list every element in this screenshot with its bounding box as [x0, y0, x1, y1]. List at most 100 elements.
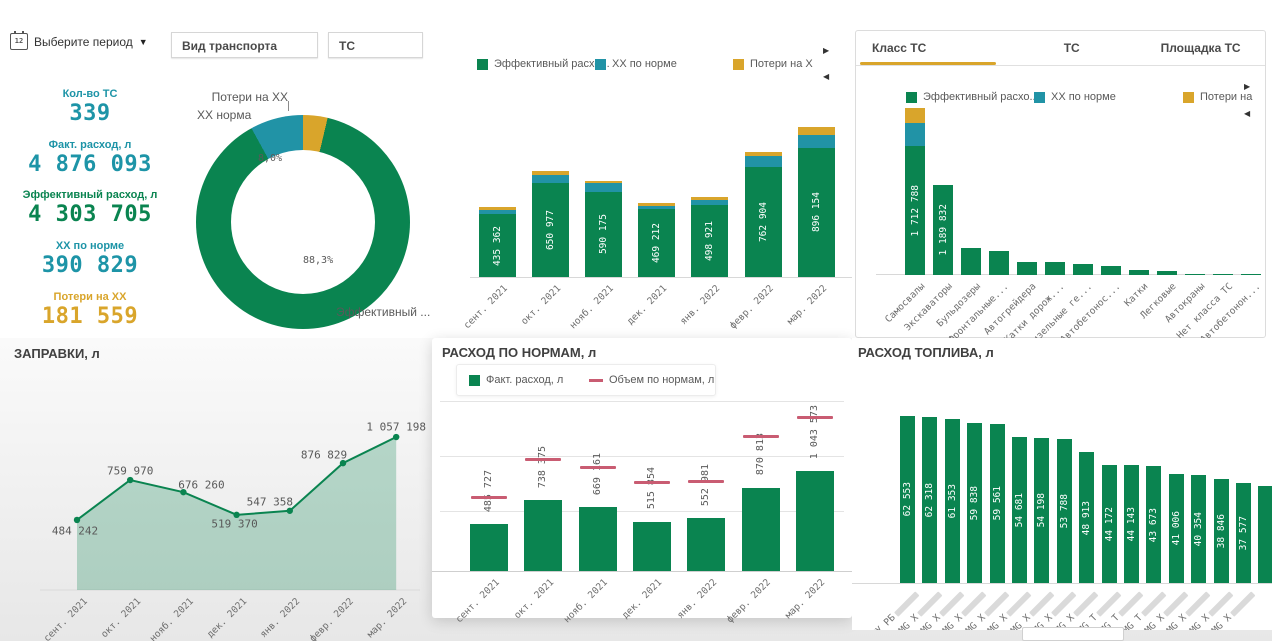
bar-segment-fact[interactable] — [687, 518, 726, 571]
bar-fuel[interactable]: 37 577 — [1236, 482, 1251, 583]
bar-segment[interactable]: 44 172 — [1101, 465, 1117, 583]
tab-ts[interactable]: ТС — [1063, 41, 1080, 55]
bar-fact[interactable] — [470, 524, 508, 571]
bar-segment-effective[interactable] — [961, 247, 981, 275]
bar-fact[interactable] — [632, 521, 671, 571]
monthly-plot[interactable]: 435 362 650 977 590 175 469 212 498 921 762 9… — [470, 40, 852, 278]
legend-item-loss[interactable]: Потери на — [1183, 91, 1252, 103]
bar-segment-effective[interactable]: 650 977 — [531, 183, 569, 277]
fuel-panel[interactable]: РАСХОД ТОПЛИВА, л 62 553 62 318 61 353 59 8… — [852, 338, 1272, 630]
bar-segment-loss[interactable] — [744, 151, 782, 157]
bar-month[interactable]: 590 175 — [584, 180, 622, 277]
bar-fuel[interactable]: 54 681 — [1012, 437, 1027, 583]
bar-class[interactable] — [1213, 274, 1233, 275]
bar-segment[interactable]: 61 353 — [944, 419, 960, 583]
zapravki-panel[interactable]: ЗАПРАВКИ, л 484 242 759 970 676 260 519 370… — [0, 338, 428, 641]
data-point[interactable] — [127, 476, 134, 484]
bar-segment-xx[interactable] — [797, 134, 835, 148]
bar-fuel[interactable]: 40 354 — [1191, 475, 1207, 583]
bar-segment-effective[interactable]: 762 904 — [744, 167, 782, 277]
bar-segment-effective[interactable] — [1045, 262, 1065, 275]
bar-fuel[interactable]: 61 353 — [944, 419, 960, 583]
tab-class-ts[interactable]: Класс ТС — [872, 41, 927, 55]
bar-fact[interactable] — [795, 471, 834, 571]
monthly-consumption-chart[interactable]: Эффективный расхо... ХХ по норме Потери … — [462, 40, 852, 338]
norm-target-dash[interactable] — [633, 481, 670, 485]
bar-segment-effective[interactable] — [1129, 270, 1149, 275]
legend-item-loss[interactable]: Потери на Х — [733, 58, 813, 70]
bar-month[interactable]: 896 154 — [797, 126, 835, 277]
bar-fuel[interactable]: 59 561 — [989, 423, 1005, 583]
bar-segment[interactable]: 38 846 — [1213, 479, 1229, 583]
bar-segment-loss[interactable] — [638, 202, 676, 206]
bar-segment[interactable] — [1258, 486, 1272, 583]
bar-month[interactable]: 469 212 — [638, 202, 676, 277]
norm-target-dash[interactable] — [688, 479, 725, 483]
legend-item-xx-norm[interactable]: ХХ по норме — [1034, 91, 1116, 103]
norms-panel[interactable]: РАСХОД ПО НОРМАМ, л Факт. расход, л Объе… — [432, 338, 852, 625]
bar-month[interactable]: 498 921 — [691, 197, 729, 277]
norm-target-dash[interactable] — [742, 434, 779, 438]
legend-item-norm[interactable]: Объем по нормам, л — [589, 374, 714, 386]
bar-segment[interactable]: 54 198 — [1034, 438, 1050, 583]
bar-class[interactable] — [1185, 274, 1205, 275]
bar-fuel[interactable]: 62 553 — [900, 415, 915, 583]
scroll-right-icon[interactable]: ▶ — [823, 46, 830, 55]
data-point[interactable] — [73, 516, 81, 524]
donut-ring[interactable] — [196, 115, 410, 329]
bar-class[interactable] — [1017, 261, 1037, 275]
bar-segment[interactable]: 59 561 — [989, 423, 1005, 583]
bar-segment-fact[interactable] — [470, 524, 508, 571]
bar-segment-fact[interactable] — [632, 521, 671, 571]
bar-class[interactable] — [961, 247, 981, 275]
bar-fact[interactable] — [578, 506, 617, 571]
data-point[interactable] — [339, 459, 347, 467]
norm-target-dash[interactable] — [796, 415, 833, 419]
bar-segment-xx[interactable] — [531, 174, 569, 184]
bar-fuel[interactable]: 54 198 — [1034, 438, 1050, 583]
bar-fuel[interactable]: 41 006 — [1168, 473, 1184, 583]
bar-fuel[interactable]: 62 318 — [922, 416, 938, 583]
bar-segment-fact[interactable] — [578, 506, 617, 571]
area-fill[interactable] — [77, 437, 397, 590]
bar-segment-effective[interactable] — [1185, 274, 1205, 275]
bar-segment-effective[interactable]: 1 712 788 — [905, 146, 925, 275]
bar-segment-xx[interactable] — [478, 210, 516, 215]
data-point[interactable] — [180, 488, 187, 496]
legend-item-xx-norm[interactable]: ХХ по норме — [595, 58, 677, 70]
norm-target-dash[interactable] — [471, 495, 507, 499]
bar-segment-fact[interactable] — [524, 500, 563, 571]
bar-segment[interactable]: 37 577 — [1236, 482, 1251, 583]
bar-segment-loss[interactable] — [905, 108, 925, 124]
bar-class[interactable] — [1129, 270, 1149, 275]
bar-segment-loss[interactable] — [797, 126, 835, 135]
bar-fuel[interactable]: 44 143 — [1124, 465, 1139, 583]
bar-segment[interactable]: 59 838 — [967, 423, 983, 583]
legend-item-effective[interactable]: Эффективный расхо... — [477, 58, 610, 70]
bar-segment-effective[interactable]: 435 362 — [478, 214, 516, 277]
bar-segment-effective[interactable] — [1101, 265, 1121, 275]
bar-segment[interactable]: 62 553 — [900, 415, 915, 583]
bar-class[interactable] — [1045, 262, 1065, 275]
bar-month[interactable]: 650 977 — [531, 170, 569, 277]
filter-ts[interactable]: ТС — [328, 32, 423, 58]
bar-segment-loss[interactable] — [691, 197, 729, 201]
zapravki-area-chart[interactable] — [0, 338, 428, 641]
bar-segment[interactable]: 41 006 — [1168, 473, 1184, 583]
fuel-plot[interactable]: 62 553 62 318 61 353 59 838 59 561 54 681 54 1… — [852, 338, 1272, 584]
bar-segment-xx[interactable] — [638, 205, 676, 210]
bar-segment-effective[interactable]: 498 921 — [691, 205, 729, 277]
bar-segment-effective[interactable] — [1241, 274, 1261, 275]
bar-segment-xx[interactable] — [905, 123, 925, 147]
bar-segment-fact[interactable] — [795, 471, 834, 571]
bar-segment-loss[interactable] — [584, 180, 622, 184]
bar-segment-loss[interactable] — [478, 207, 516, 211]
bar-fuel[interactable]: 53 788 — [1056, 439, 1072, 583]
scroll-left-icon[interactable]: ◀ — [1244, 109, 1251, 118]
bar-month[interactable]: 762 904 — [744, 151, 782, 277]
bar-segment-effective[interactable]: 896 154 — [797, 147, 835, 277]
bar-class[interactable]: 1 712 788 — [905, 108, 925, 275]
bar-fuel[interactable] — [1258, 486, 1272, 583]
norm-target-dash[interactable] — [525, 457, 562, 461]
bar-segment-effective[interactable]: 590 175 — [584, 192, 622, 277]
